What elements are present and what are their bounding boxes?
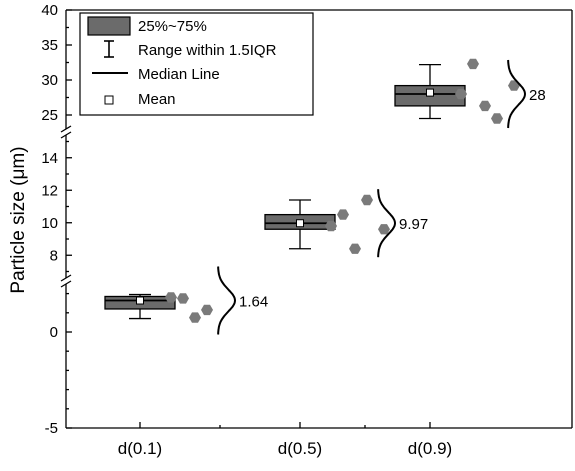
data-point [479,100,491,112]
legend-entry-median: Median Line [138,66,220,83]
y-tick-label: 30 [41,72,58,89]
y-tick-label: 10 [41,215,58,232]
y-tick-label: 25 [41,107,58,124]
median-value-label: 28 [529,87,546,104]
data-point [455,88,467,100]
y-tick-label: 35 [41,37,58,54]
data-point [325,220,337,232]
median-value-label: 9.97 [399,216,428,233]
distribution-curve [217,266,237,335]
data-point [361,194,373,206]
distribution-curve [377,189,397,258]
data-point [349,243,361,254]
axis-break-mark [60,280,72,288]
legend-entry-range: Range within 1.5IQR [138,42,277,59]
data-point [165,292,177,303]
mean-marker [296,219,304,228]
legend-entry-box: 25%~75% [138,18,207,35]
y-axis-label: Particle size (μm) [8,146,29,293]
labels-layer: 1.64 9.97 28 [239,87,546,311]
data-point [201,304,213,316]
y-tick-label: 12 [41,182,58,199]
axis-break-mark [60,131,72,139]
axis-break-mark [60,274,72,282]
y-tick-label: 0 [50,324,58,341]
curves-layer [217,59,527,335]
y-tick-label: -5 [45,420,58,437]
y-tick-label: 40 [41,2,58,19]
legend-layer: 25%~75% Range within 1.5IQR Median Line … [79,12,314,116]
data-point [189,312,201,323]
mean-marker [426,88,434,97]
data-point [337,209,349,220]
axis-break-mark [60,125,72,133]
data-point [491,113,503,124]
legend-mean-square [104,95,114,105]
data-point [467,58,479,70]
legend-entry-mean: Mean [138,91,176,108]
y-tick-label: 14 [41,150,58,167]
median-value-label: 1.64 [239,294,268,311]
distribution-curve [507,59,527,129]
x-tick-label: d(0.5) [278,439,322,458]
data-point [378,224,390,235]
axes-layer: -5 0 8 10 12 14 25 30 35 40 d(0.1) d(0.5) d(0.9) [41,2,573,458]
legend-box-swatch [87,16,131,36]
y-tick-label: 8 [50,247,58,264]
mean-marker [136,296,144,305]
legend-whisker-icon [104,40,114,58]
x-tick-label: d(0.9) [408,439,452,458]
points-layer [165,58,520,323]
boxes-layer [104,63,466,320]
x-tick-label: d(0.1) [118,439,162,458]
data-point [177,293,189,304]
